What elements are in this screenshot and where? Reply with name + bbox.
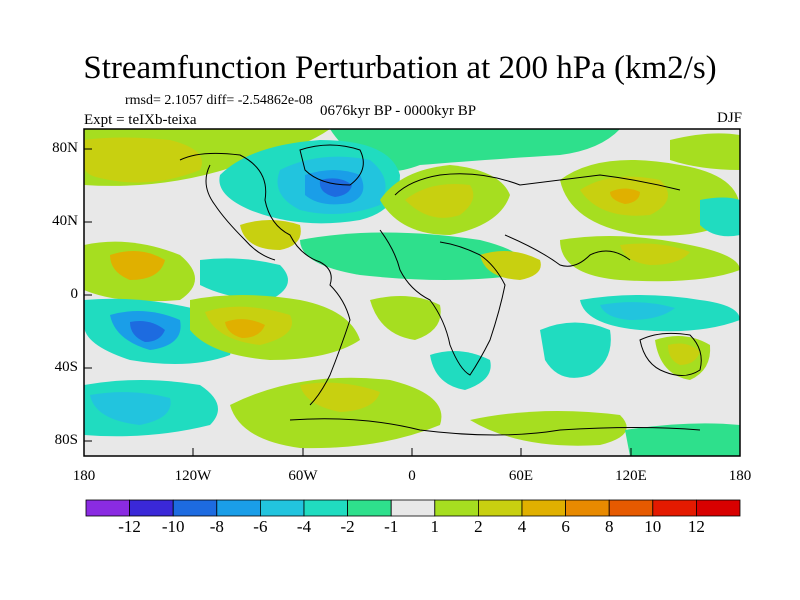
colorbar-tick-label: -12 [118,517,141,536]
colorbar-swatch [696,499,741,517]
period-label: 0676kyr BP - 0000kyr BP [320,103,477,119]
axis-ticks [83,148,741,456]
colorbar-tick-label: -6 [253,517,268,536]
colorbar-swatch [390,499,436,517]
contour-field [84,129,740,456]
contour-region [240,220,301,250]
colorbar-tick-label: -1 [384,517,399,536]
colorbar-tick-label: -4 [296,517,312,536]
contour-region [90,392,171,425]
africa-coastline [379,229,506,376]
contour-region [700,197,740,237]
contour-region [405,184,474,218]
season-label: DJF [716,110,742,126]
contour-region [625,423,740,456]
contour-region [370,296,441,340]
experiment-label: Expt = teIXb-teixa [84,112,197,128]
colorbar-tick-label: 10 [644,517,662,536]
lon-label-60w: 60W [288,468,318,484]
south-asia-coast [504,234,631,267]
greenland-coastline [299,144,364,186]
colorbar-swatch [172,499,218,517]
contour-region [230,377,442,449]
lat-label-40n: 40N [52,213,78,229]
lat-label-80s: 80S [54,432,78,448]
colorbar-tick-label: 2 [474,517,483,536]
contour-region [130,321,165,342]
antarctica-coastline [289,418,701,436]
north-america-west-coast [205,164,276,261]
colorbar-swatch [608,499,654,517]
lat-label-0: 0 [70,286,79,302]
contour-region [470,411,627,446]
contour-region [668,343,700,365]
colorbar-swatch [347,499,392,517]
lon-label-180e: 180 [728,468,752,484]
lon-label-180w: 180 [72,468,96,484]
colorbar-tick-label: 4 [517,517,527,536]
coastlines [179,144,702,436]
colorbar-swatch [434,499,479,517]
contour-region [480,251,541,280]
eurasia-north-coast [394,173,681,196]
colorbar-swatch [477,499,523,517]
americas-coastline [179,152,351,406]
contour-region [200,258,288,300]
colorbar-swatch [216,499,261,517]
lat-label-80n: 80N [52,140,78,156]
map-title: Streamfunction Perturbation at 200 hPa (… [83,50,717,86]
lon-label-60e: 60E [508,468,534,484]
colorbar-swatch [85,499,130,517]
colorbar-swatch [129,499,174,517]
contour-region [84,137,202,183]
colorbar-tick-label: 8 [604,517,614,536]
contour-region [300,232,525,280]
colorbar-swatch [652,499,697,517]
colorbar-tick-label: -10 [161,517,185,536]
contour-region [110,251,165,280]
colorbar-tick-label: 6 [561,517,570,536]
colorbar-swatch [521,499,566,517]
contour-region [620,243,690,265]
lon-label-120e: 120E [615,468,647,484]
contour-region [610,188,640,204]
contour-region [540,322,611,378]
lat-label-40s: 40S [54,359,78,375]
contour-region [670,133,740,170]
colorbar [85,499,741,517]
colorbar-tick-label: -2 [340,517,355,536]
contour-region [430,351,491,390]
colorbar-tick-label: 12 [687,517,705,536]
contour-region [319,178,352,197]
contour-region [300,382,380,412]
colorbar-swatch [565,499,610,517]
colorbar-tick-label: 1 [430,517,440,536]
australia-coastline [639,332,702,376]
colorbar-tick-label: -8 [209,517,224,536]
rmsd-diff-stats: rmsd= 2.1057 diff= -2.54862e-08 [125,93,313,108]
colorbar-swatch [303,499,348,517]
lon-label-120w: 120W [174,468,212,484]
lon-label-0: 0 [408,468,416,484]
contour-region [225,319,265,338]
colorbar-swatch [259,499,305,517]
contour-region [600,302,675,320]
contour-region [330,129,620,172]
